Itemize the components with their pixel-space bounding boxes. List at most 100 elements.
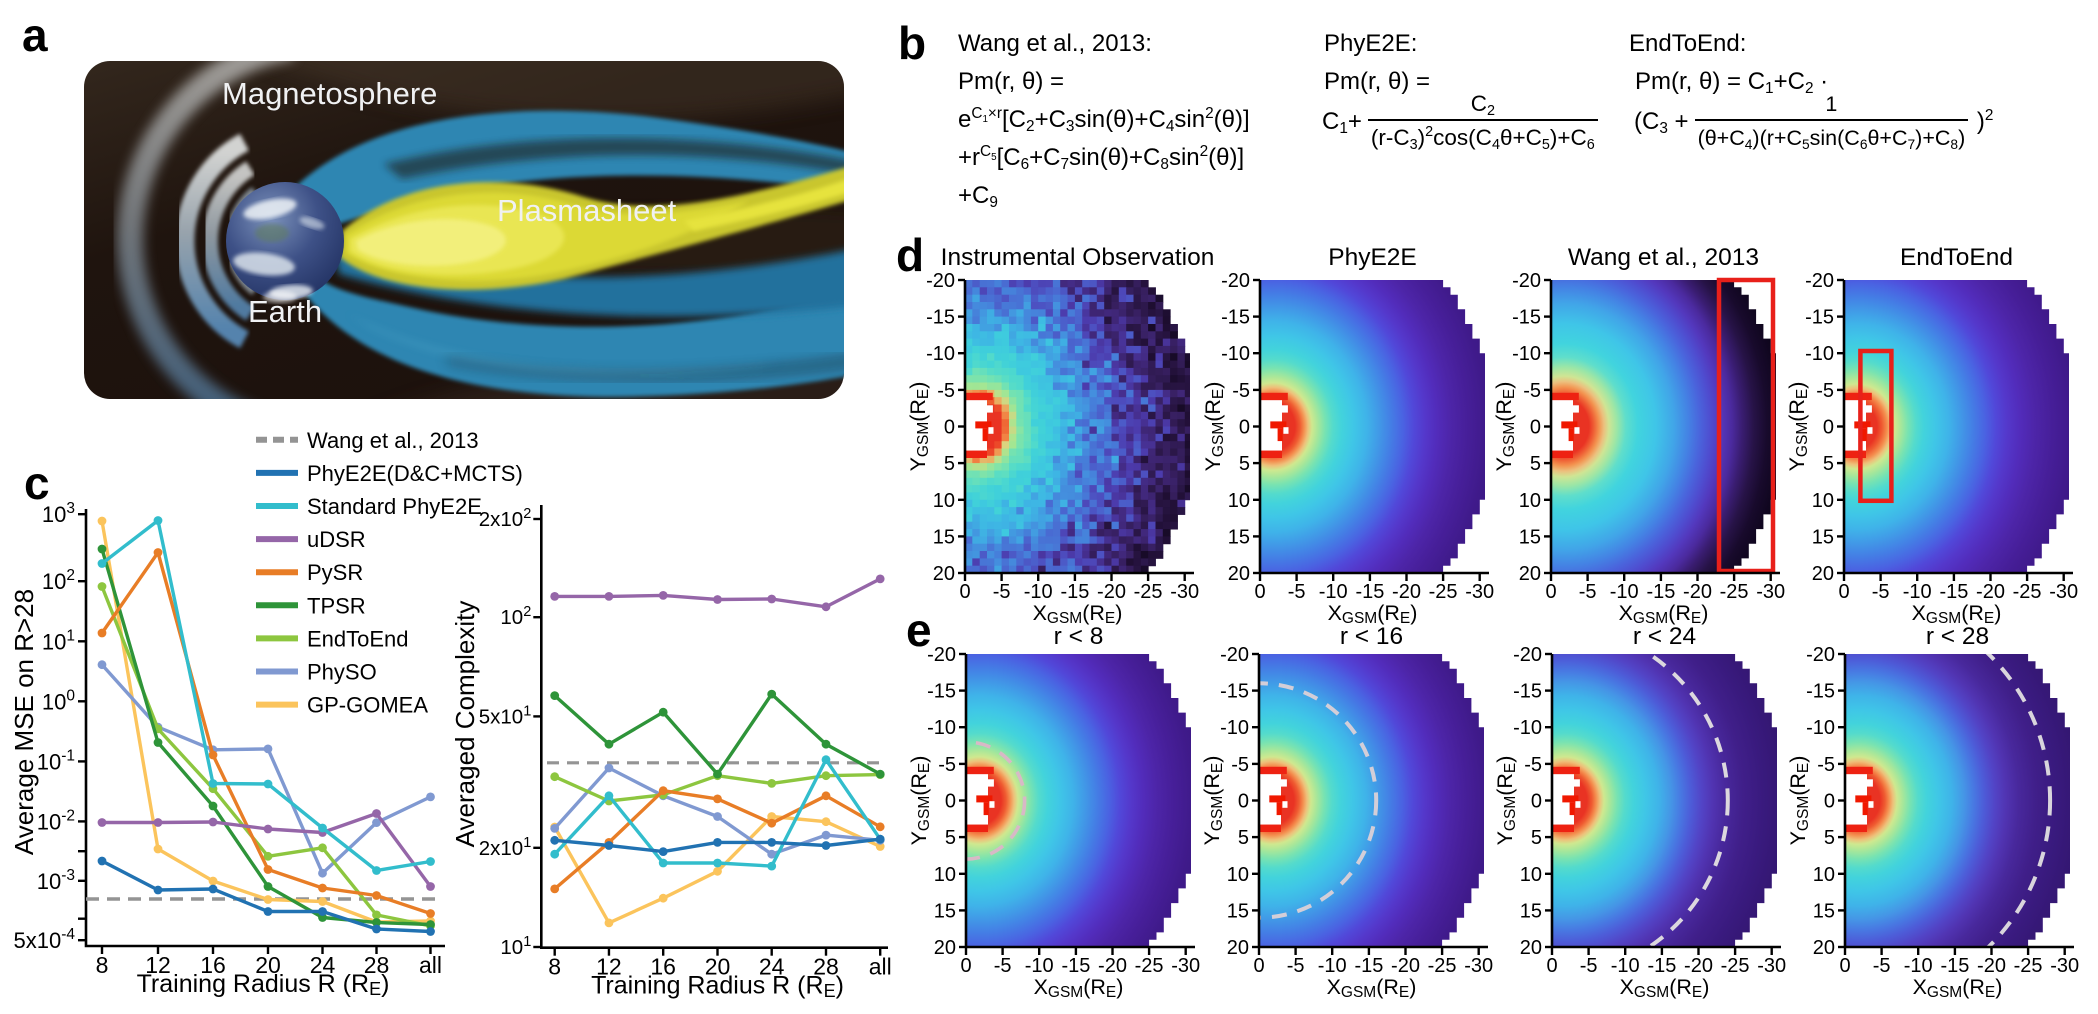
svg-text:r < 28: r < 28 [1926, 623, 1989, 650]
svg-text:-10: -10 [1610, 581, 1639, 603]
svg-text:-5: -5 [1523, 380, 1541, 402]
svg-text:-20: -20 [1512, 270, 1541, 292]
svg-text:-30: -30 [1465, 581, 1494, 603]
svg-text:-15: -15 [926, 307, 955, 329]
svg-text:XGSM(RE): XGSM(RE) [1033, 601, 1123, 627]
svg-text:15: 15 [1227, 900, 1249, 922]
svg-text:102: 102 [42, 567, 75, 594]
svg-text:16: 16 [650, 954, 676, 980]
svg-text:10: 10 [1519, 490, 1541, 512]
svg-text:TPSR: TPSR [307, 593, 366, 618]
svg-text:-25: -25 [1134, 581, 1163, 603]
svg-text:-5: -5 [1817, 754, 1835, 776]
svg-text:XGSM(RE): XGSM(RE) [1912, 601, 2002, 627]
svg-text:-30: -30 [2049, 581, 2078, 603]
svg-text:-15: -15 [1939, 581, 1968, 603]
svg-text:-5: -5 [993, 581, 1011, 603]
svg-text:0: 0 [1838, 581, 1849, 603]
svg-text:15: 15 [933, 526, 955, 548]
svg-text:-5: -5 [994, 955, 1012, 977]
svg-text:uDSR: uDSR [307, 527, 366, 552]
svg-text:5: 5 [1530, 453, 1541, 475]
svg-text:20: 20 [1520, 937, 1542, 959]
svg-text:24: 24 [759, 954, 785, 980]
svg-text:-5: -5 [1524, 754, 1542, 776]
svg-text:-10: -10 [1512, 343, 1541, 365]
svg-text:-30: -30 [1171, 955, 1200, 977]
svg-text:101: 101 [500, 934, 531, 959]
svg-text:Standard PhyE2E: Standard PhyE2E [307, 494, 482, 519]
svg-text:-15: -15 [1646, 581, 1675, 603]
svg-text:0: 0 [1839, 955, 1850, 977]
svg-text:Training Radius R (RE): Training Radius R (RE) [591, 972, 844, 1001]
svg-text:Plasmasheet: Plasmasheet [497, 193, 677, 228]
svg-text:-20: -20 [1392, 581, 1421, 603]
svg-text:-10: -10 [1904, 955, 1933, 977]
svg-text:EndToEnd: EndToEnd [307, 626, 409, 651]
svg-text:-30: -30 [2050, 955, 2079, 977]
svg-text:2x102: 2x102 [479, 506, 532, 531]
svg-text:YGSM(RE): YGSM(RE) [1785, 382, 1811, 472]
svg-text:EndToEnd: EndToEnd [1900, 244, 2013, 271]
svg-text:20: 20 [934, 937, 956, 959]
svg-text:0: 0 [1546, 955, 1557, 977]
svg-text:Training Radius R (RE): Training Radius R (RE) [137, 970, 390, 999]
svg-text:XGSM(RE): XGSM(RE) [1327, 975, 1417, 1001]
svg-text:-5: -5 [1288, 581, 1306, 603]
svg-text:YGSM(RE): YGSM(RE) [1200, 756, 1226, 846]
svg-text:-15: -15 [1061, 955, 1090, 977]
svg-text:-15: -15 [1355, 581, 1384, 603]
svg-text:15: 15 [1813, 900, 1835, 922]
svg-text:-20: -20 [1513, 644, 1542, 666]
svg-text:-15: -15 [1940, 955, 1969, 977]
svg-text:-10: -10 [1806, 717, 1835, 739]
svg-text:2x101: 2x101 [479, 835, 532, 860]
svg-text:0: 0 [1238, 791, 1249, 813]
svg-text:28: 28 [813, 954, 839, 980]
svg-text:0: 0 [945, 791, 956, 813]
svg-text:5: 5 [1531, 827, 1542, 849]
svg-text:Wang et al., 2013: Wang et al., 2013 [1568, 244, 1759, 271]
svg-text:0: 0 [1531, 791, 1542, 813]
svg-text:-5: -5 [1872, 581, 1890, 603]
svg-text:-15: -15 [1221, 307, 1250, 329]
svg-text:-25: -25 [1428, 955, 1457, 977]
svg-text:10-2: 10-2 [37, 807, 75, 834]
svg-text:20: 20 [255, 952, 281, 978]
svg-text:-25: -25 [1429, 581, 1458, 603]
svg-text:15: 15 [934, 900, 956, 922]
svg-text:20: 20 [1812, 563, 1834, 585]
svg-text:5: 5 [945, 827, 956, 849]
svg-text:-20: -20 [1221, 270, 1250, 292]
svg-text:10-1: 10-1 [37, 747, 75, 774]
svg-text:-5: -5 [1232, 380, 1250, 402]
svg-text:XGSM(RE): XGSM(RE) [1328, 601, 1418, 627]
svg-text:20: 20 [933, 563, 955, 585]
svg-text:-30: -30 [1464, 955, 1493, 977]
svg-text:-5: -5 [1816, 380, 1834, 402]
svg-text:10: 10 [1227, 864, 1249, 886]
svg-text:-10: -10 [1805, 343, 1834, 365]
svg-text:XGSM(RE): XGSM(RE) [1619, 601, 1709, 627]
svg-text:5: 5 [1239, 453, 1250, 475]
svg-text:10: 10 [1520, 864, 1542, 886]
svg-text:10: 10 [934, 864, 956, 886]
svg-text:-10: -10 [1611, 955, 1640, 977]
svg-text:Magnetosphere: Magnetosphere [222, 76, 437, 111]
svg-text:20: 20 [1227, 937, 1249, 959]
svg-text:8: 8 [96, 952, 109, 978]
svg-text:-30: -30 [1756, 581, 1785, 603]
svg-text:103: 103 [42, 500, 75, 527]
svg-text:-10: -10 [1513, 717, 1542, 739]
svg-text:XGSM(RE): XGSM(RE) [1034, 975, 1124, 1001]
svg-text:-15: -15 [1806, 681, 1835, 703]
svg-text:YGSM(RE): YGSM(RE) [1492, 382, 1518, 472]
svg-text:r < 16: r < 16 [1340, 623, 1403, 650]
svg-text:-20: -20 [926, 270, 955, 292]
svg-text:all: all [419, 952, 442, 978]
svg-text:-25: -25 [2013, 581, 2042, 603]
svg-text:-5: -5 [1873, 955, 1891, 977]
svg-text:15: 15 [1519, 526, 1541, 548]
svg-text:10: 10 [1812, 490, 1834, 512]
svg-text:XGSM(RE): XGSM(RE) [1913, 975, 2003, 1001]
